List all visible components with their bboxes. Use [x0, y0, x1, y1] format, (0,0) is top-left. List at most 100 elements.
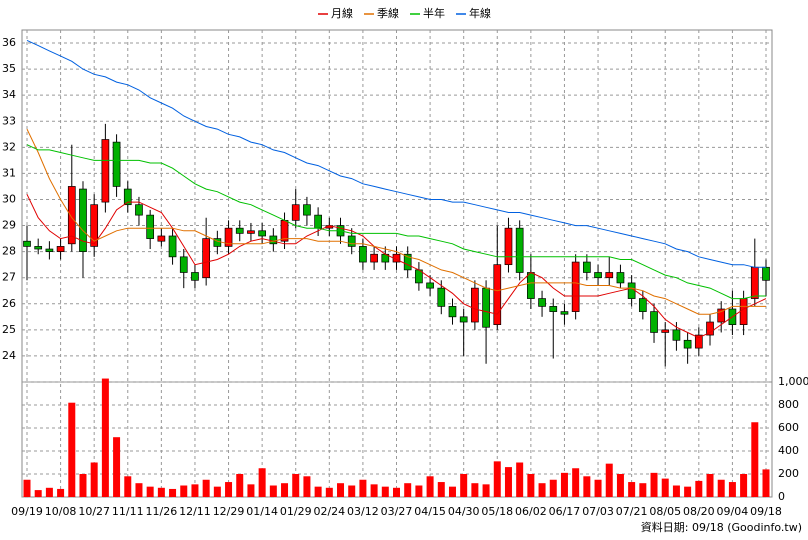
candle-body: [56, 246, 65, 252]
y-tick-label: 34: [2, 88, 16, 101]
candle-body: [123, 188, 132, 206]
candle-body: [112, 141, 121, 187]
volume-bar: [370, 484, 378, 497]
ma-line: [26, 194, 767, 339]
volume-bar: [101, 378, 109, 497]
volume-bar: [684, 486, 692, 497]
candle-body: [314, 214, 322, 229]
x-tick-label: 07/21: [616, 505, 648, 518]
candle-body: [582, 261, 591, 273]
volume-bar: [157, 487, 165, 497]
x-tick-label: 12/29: [213, 505, 245, 518]
candle-body: [90, 204, 99, 247]
x-tick-label: 04/15: [414, 505, 446, 518]
y2-tick-label: 200: [778, 467, 799, 480]
volume-bar: [639, 483, 647, 497]
volume-bar: [113, 437, 121, 497]
legend-label: 年線: [469, 6, 491, 20]
x-tick-label: 12/11: [179, 505, 211, 518]
volume-bar: [225, 482, 233, 497]
candle-body: [224, 227, 233, 247]
legend-label: 月線: [331, 6, 353, 20]
candle-body: [45, 248, 54, 252]
candle-body: [471, 287, 479, 323]
candle-body: [370, 253, 378, 263]
ma-line: [26, 39, 766, 268]
volume-bar: [672, 485, 680, 497]
volume-bar: [191, 484, 199, 497]
volume-bar: [247, 484, 255, 497]
candle-body: [347, 235, 356, 247]
candle-body: [650, 311, 658, 333]
candle-body: [135, 204, 143, 216]
x-tick-label: 06/17: [549, 505, 581, 518]
candle-body: [269, 235, 278, 245]
candle-body: [493, 264, 502, 325]
candle-body: [448, 306, 457, 318]
candle-body: [638, 298, 647, 312]
candle-body: [303, 204, 311, 216]
candle-body: [168, 235, 177, 258]
x-tick-label: 03/27: [381, 505, 413, 518]
candle-body: [459, 316, 468, 323]
volume-bar: [695, 480, 703, 497]
y-tick-label: 33: [2, 114, 16, 127]
volume-bar: [281, 483, 289, 497]
volume-bar: [740, 474, 748, 497]
volume-bar: [314, 486, 322, 497]
y-tick-label: 26: [2, 297, 16, 310]
volume-bar: [628, 482, 636, 497]
volume-bar: [124, 476, 132, 497]
candle-body: [403, 253, 412, 271]
candle-body: [157, 235, 166, 242]
candle-body: [426, 282, 434, 289]
volume-bar: [762, 469, 770, 497]
candle-body: [571, 261, 580, 312]
y2-tick-label: 800: [778, 398, 799, 411]
x-tick-label: 06/02: [515, 505, 547, 518]
volume-bar: [527, 474, 535, 497]
candle-body: [627, 282, 636, 299]
volume-bar: [482, 484, 490, 497]
volume-bar: [57, 488, 65, 497]
candle-body: [694, 334, 703, 349]
x-tick-label: 11/26: [146, 505, 178, 518]
candle-body: [79, 188, 87, 252]
x-tick-label: 02/24: [313, 505, 345, 518]
x-tick-label: 10/27: [78, 505, 110, 518]
volume-bar: [728, 482, 736, 497]
x-tick-label: 08/20: [683, 505, 715, 518]
x-tick-label: 09/18: [750, 505, 782, 518]
volume-bar: [549, 479, 557, 497]
volume-bar: [79, 474, 87, 497]
volume-bar: [504, 467, 512, 497]
volume-bar: [348, 485, 356, 497]
volume-bar: [661, 478, 669, 497]
volume-bar: [415, 485, 423, 497]
volume-bar: [325, 487, 333, 497]
y-tick-label: 35: [2, 62, 16, 75]
x-tick-label: 01/14: [246, 505, 278, 518]
ma-line: [26, 144, 766, 300]
volume-bar: [180, 485, 188, 497]
candle-body: [504, 227, 513, 266]
candle-body: [594, 272, 602, 279]
candle-body: [762, 266, 770, 281]
volume-bar: [236, 474, 244, 497]
candle-body: [280, 219, 289, 242]
legend-label: 季線: [377, 6, 399, 20]
x-tick-label: 08/05: [649, 505, 681, 518]
y2-tick-label: 400: [778, 444, 799, 457]
x-tick-label: 04/30: [448, 505, 480, 518]
candle-body: [560, 311, 569, 315]
volume-bar: [202, 479, 210, 497]
volume-bar: [34, 490, 42, 497]
volume-bar: [269, 485, 277, 497]
volume-bar: [169, 488, 177, 497]
volume-bar: [90, 462, 98, 497]
ma-line: [26, 128, 766, 315]
volume-bar: [751, 422, 759, 497]
volume-bar: [516, 462, 524, 497]
volume-bar: [45, 487, 53, 497]
volume-bar: [572, 468, 580, 497]
